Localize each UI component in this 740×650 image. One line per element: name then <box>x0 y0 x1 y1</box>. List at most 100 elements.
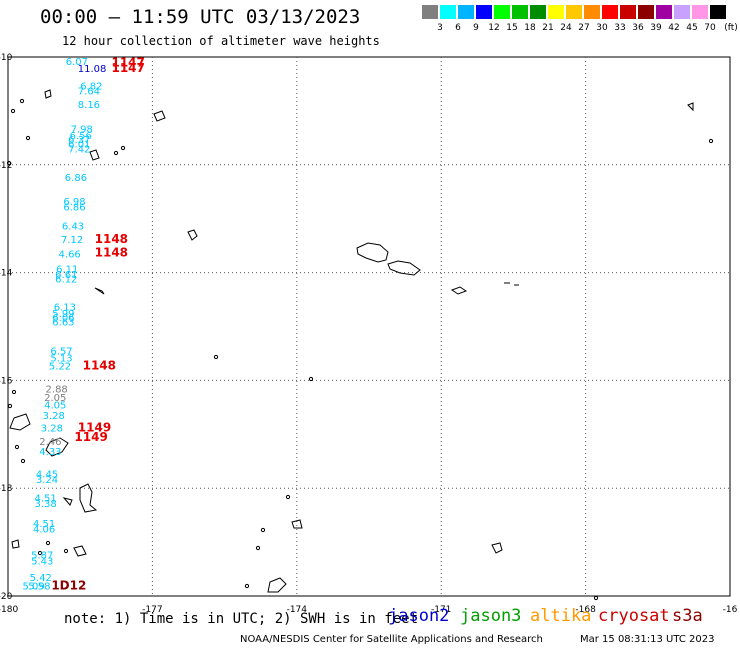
wave-height-value: 4.05 <box>44 400 66 411</box>
wave-height-value: 3.38 <box>34 499 56 510</box>
island-coastline <box>11 539 20 549</box>
wave-height-value: 4.06 <box>33 524 55 535</box>
islet <box>260 527 266 533</box>
wave-height-value: 6.86 <box>65 173 87 184</box>
legend-swatch <box>692 5 708 19</box>
wave-height-value: 5.13 <box>50 354 72 365</box>
legend-label: 33 <box>614 23 626 33</box>
legend-swatch <box>674 5 690 19</box>
wave-height-value: 2.46 <box>39 437 61 448</box>
pass-time-label: 1147 <box>111 56 144 70</box>
lat-tick-label: -10 <box>0 53 13 63</box>
pass-time-label: 1148 <box>83 359 116 373</box>
legend-swatch <box>584 5 600 19</box>
legend-label: 45 <box>686 23 698 33</box>
wave-height-value: 6.06 <box>52 313 74 324</box>
wave-height-value: 2.88 <box>46 384 68 395</box>
lon-tick-label: -177 <box>142 605 162 615</box>
wave-height-value: 4.51 <box>33 519 55 530</box>
wave-height-value: 5.43 <box>31 557 53 568</box>
islet <box>213 354 219 360</box>
lat-tick-label: -14 <box>0 269 13 279</box>
wave-height-value: 3.28 <box>41 424 63 435</box>
wave-height-value: 6.82 <box>80 81 102 92</box>
wave-height-value: 7.12 <box>61 235 83 246</box>
island-coastline <box>291 519 303 529</box>
island-coastline <box>9 413 31 431</box>
legend-swatch <box>458 5 474 19</box>
lon-tick-label: -16 <box>723 605 738 615</box>
legend-swatch <box>548 5 564 19</box>
islet <box>255 545 261 551</box>
wave-height-value: 4.51 <box>34 494 56 505</box>
legend-swatch <box>530 5 546 19</box>
map-title: 00:00 – 11:59 UTC 03/13/2023 <box>40 6 361 28</box>
wave-height-value: 6.11 <box>56 265 78 276</box>
island-coastline <box>387 260 421 276</box>
islet <box>244 583 250 589</box>
wave-height-value: 6.01 <box>68 140 90 151</box>
island-coastline <box>45 437 69 457</box>
wave-height-value: 6.98 <box>63 197 85 208</box>
islet <box>593 595 599 601</box>
legend-label: 9 <box>473 23 479 33</box>
wave-height-value: 5.22 <box>49 362 71 373</box>
islet <box>7 403 13 409</box>
wave-height-value: 6.86 <box>63 203 85 214</box>
footer-timestamp: Mar 15 08:31:13 UTC 2023 <box>580 634 715 645</box>
lat-tick-label: -18 <box>0 484 13 494</box>
legend-label: 39 <box>650 23 662 33</box>
legend-label: 6 <box>455 23 461 33</box>
lon-tick-label: -180 <box>0 605 18 615</box>
lon-tick-label: -171 <box>431 605 451 615</box>
wave-height-value: 6.13 <box>54 302 76 313</box>
legend-swatch <box>476 5 492 19</box>
island-coastline <box>491 542 503 554</box>
island-coastline <box>687 102 694 112</box>
islet <box>708 138 714 144</box>
wave-height-value: 5.87 <box>31 550 53 561</box>
satellite-s3a: s3a <box>672 606 703 626</box>
legend-label: 3 <box>437 23 443 33</box>
islet <box>63 548 69 554</box>
pass-time-label: 1148 <box>95 232 128 246</box>
map-frame <box>7 56 731 597</box>
wave-height-value: 2.05 <box>44 393 66 404</box>
wave-height-value: 3.24 <box>36 475 58 486</box>
legend-unit: (ft) <box>724 23 738 33</box>
legend-label: 18 <box>524 23 536 33</box>
islet <box>10 108 16 114</box>
islet <box>285 494 291 500</box>
legend-swatch <box>566 5 582 19</box>
lat-tick-label: -12 <box>0 161 12 171</box>
island-coastline <box>89 149 100 161</box>
legend-label: 30 <box>596 23 608 33</box>
pass-time-label: 1147 <box>111 61 144 75</box>
legend-label: 36 <box>632 23 644 33</box>
lon-tick-label: -174 <box>287 605 308 615</box>
island-coastline <box>450 286 468 295</box>
legend-swatch <box>710 5 726 19</box>
wave-height-value: 7.98 <box>71 124 93 135</box>
legend-swatch <box>656 5 672 19</box>
wave-height-value: 6.43 <box>62 221 84 232</box>
legend-label: 15 <box>506 23 518 33</box>
pass-time-label: 1148 <box>95 245 128 259</box>
wave-height-value: 4.66 <box>59 250 81 261</box>
islet <box>25 135 31 141</box>
lat-tick-label: -16 <box>0 376 13 386</box>
wave-height-value: 4.45 <box>36 469 58 480</box>
islet <box>20 458 26 464</box>
pass-time-label: 1D12 <box>51 579 86 593</box>
satellite-jason3: jason3 <box>460 606 522 626</box>
wave-height-value: 11.08 <box>78 64 107 75</box>
island-coastline <box>187 229 198 241</box>
pass-time-label: 1149 <box>78 421 111 435</box>
islet <box>113 150 119 156</box>
wave-height-value: 4.33 <box>39 447 61 458</box>
satellite-jason2: jason2 <box>388 606 450 626</box>
island-coastline <box>356 242 389 263</box>
footer-credit: NOAA/NESDIS Center for Satellite Applica… <box>240 634 543 645</box>
islet <box>120 145 126 151</box>
